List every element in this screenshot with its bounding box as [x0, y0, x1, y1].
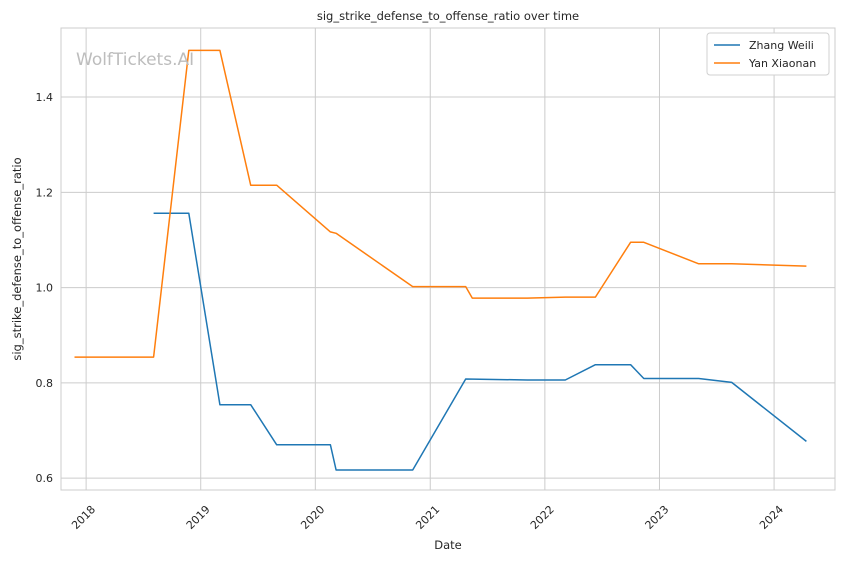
x-tick-label: 2023	[643, 503, 672, 532]
y-tick-label: 1.0	[36, 282, 54, 295]
chart-title: sig_strike_defense_to_offense_ratio over…	[317, 9, 579, 23]
x-tick-label: 2018	[69, 503, 98, 532]
legend-label-zhang-weili: Zhang Weili	[749, 39, 814, 52]
x-axis-label: Date	[434, 538, 462, 552]
y-axis-label: sig_strike_defense_to_offense_ratio	[10, 157, 24, 360]
legend-box	[706, 32, 830, 76]
x-tick-label: 2021	[413, 503, 442, 532]
x-tick-label: 2020	[298, 503, 327, 532]
y-tick-label: 0.8	[36, 377, 54, 390]
y-tick-label: 1.2	[36, 186, 54, 199]
series-lines	[74, 49, 807, 471]
series-line-zhang-weili	[153, 212, 807, 471]
series-line-yan-xiaonan	[74, 49, 807, 358]
x-tick-label: 2019	[184, 503, 213, 532]
watermark: WolfTickets.AI	[76, 50, 194, 70]
plot-area	[60, 27, 836, 491]
legend: Zhang Weili Yan Xiaonan	[706, 32, 830, 76]
grid-lines	[61, 28, 835, 490]
x-tick-label: 2024	[757, 503, 786, 532]
legend-label-yan-xiaonan: Yan Xiaonan	[748, 57, 816, 70]
x-tick-label: 2022	[528, 503, 557, 532]
y-tick-label: 0.6	[36, 472, 54, 485]
y-tick-label: 1.4	[36, 91, 54, 104]
